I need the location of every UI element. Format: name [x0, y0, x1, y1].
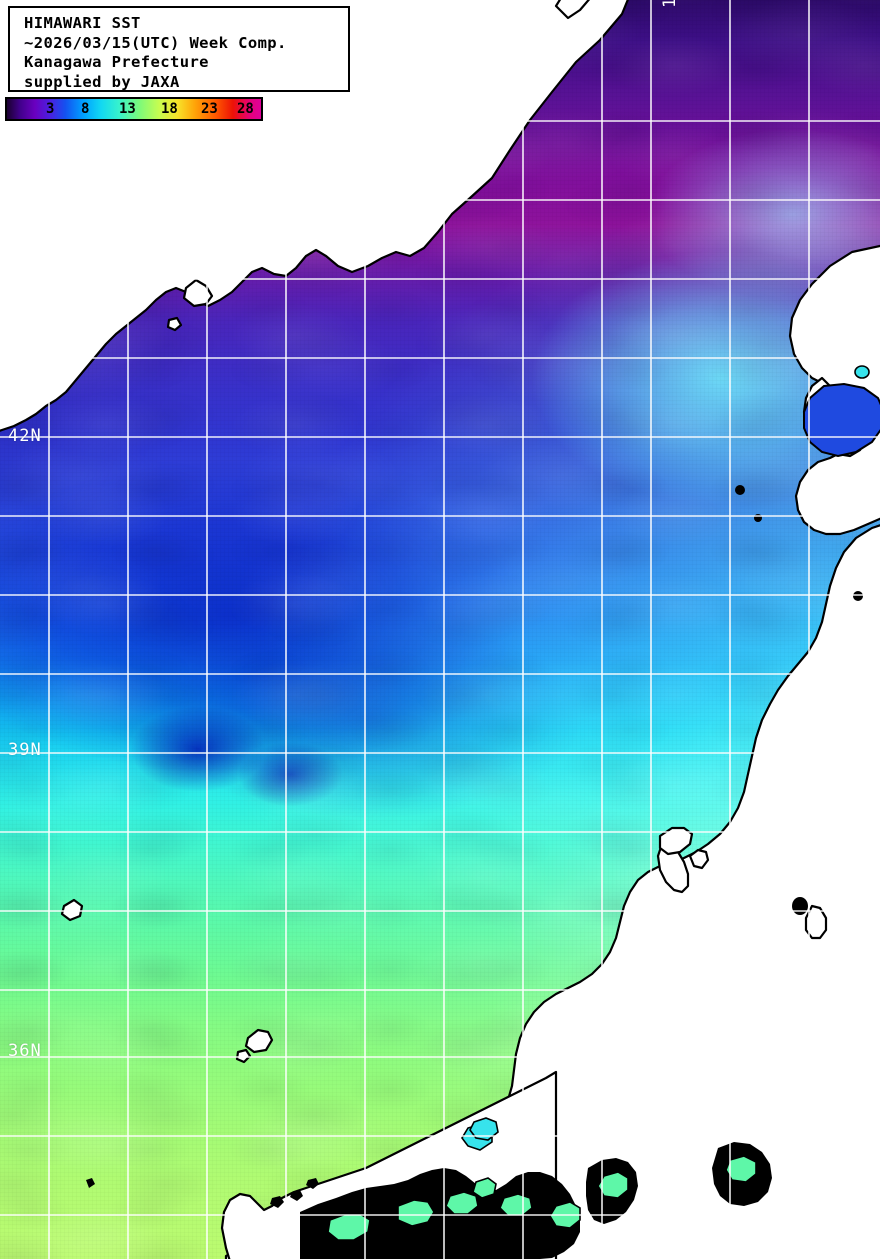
water-seto-inland-sea-patch-7 — [725, 1155, 757, 1183]
water-seto-inland-sea-patch-2 — [397, 1199, 435, 1227]
colorbar-gradient-strip — [7, 99, 261, 119]
lat-label-36n: 36N — [8, 1041, 42, 1061]
colorbar-tick-13: 13 — [119, 101, 136, 117]
colorbar-tick-8: 8 — [81, 101, 90, 117]
sst-colorbar: 3 8 13 18 23 28 — [5, 97, 263, 121]
title-line-date: ~2026/03/15(UTC) Week Comp. — [24, 33, 287, 52]
land-small-island-northwest — [166, 316, 183, 332]
title-line-source: supplied by JAXA — [24, 72, 180, 91]
land-noto-tip-island — [688, 848, 710, 870]
lat-label-42n: 42N — [8, 426, 42, 446]
water-seto-inland-sea-patch-1 — [327, 1213, 371, 1241]
title-line-product: HIMAWARI SST — [24, 14, 141, 32]
land-sado-island — [658, 826, 694, 856]
nodata-dot-island-1 — [735, 485, 745, 495]
colorbar-tick-28: 28 — [237, 101, 254, 117]
lat-label-39n: 39N — [8, 740, 42, 760]
land-north-spur — [554, 0, 591, 20]
water-small-lake — [854, 365, 870, 379]
land-ulleungdo-island — [60, 898, 84, 922]
colorbar-tick-23: 23 — [201, 101, 218, 117]
nodata-cloud-mask-seto — [300, 1168, 580, 1259]
land-oki-islands — [244, 1028, 274, 1054]
colorbar-tick-3: 3 — [46, 101, 55, 117]
water-cold-bay — [803, 382, 880, 458]
land-peninsula-northwest — [182, 278, 214, 308]
water-seto-inland-sea-patch-3 — [445, 1191, 479, 1215]
water-seto-inland-sea-patch-6 — [597, 1171, 629, 1199]
land-oki-small — [235, 1048, 252, 1064]
lon-label-138e: 138E — [660, 0, 680, 8]
water-awaji-channel — [472, 1177, 497, 1199]
colorbar-tick-18: 18 — [161, 101, 178, 117]
title-line-provider: Kanagawa Prefecture — [24, 53, 209, 71]
water-seto-inland-sea-patch-4 — [499, 1193, 533, 1217]
colorbar-border — [5, 97, 263, 121]
title-legend-box: HIMAWARI SST ~2026/03/15(UTC) Week Comp.… — [8, 6, 350, 92]
nodata-dot-island-2 — [853, 591, 863, 601]
